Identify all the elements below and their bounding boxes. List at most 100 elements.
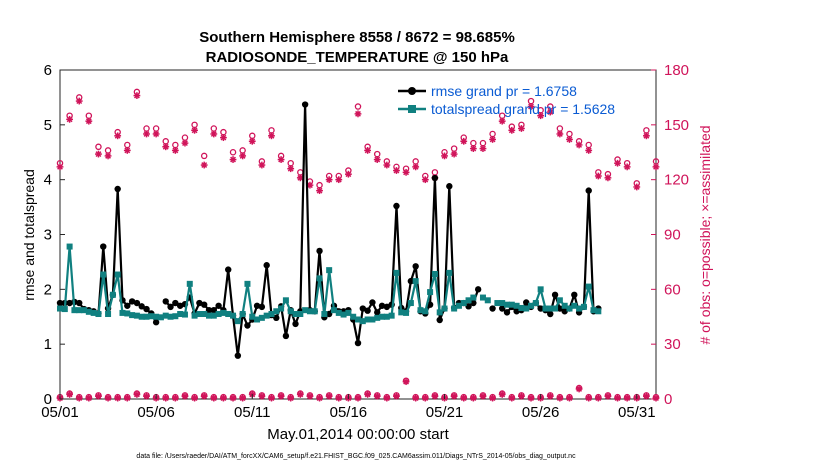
totalspread-point [258, 314, 265, 321]
obs-assimilated-marker [614, 160, 621, 167]
totalspread-point [427, 289, 434, 296]
rmse-point [210, 306, 218, 314]
obs-assimilated-marker [220, 134, 227, 141]
series-marks [56, 101, 602, 359]
totalspread-point [148, 313, 155, 320]
obs-assimilated-marker [508, 127, 515, 134]
totalspread-point [220, 309, 227, 316]
obs-assimilated-marker [162, 143, 169, 150]
rmse-point [253, 302, 261, 309]
obs-rejected-assimilated-marker [66, 391, 73, 398]
totalspread-point [181, 311, 188, 318]
obs-rejected-assimilated-marker [114, 395, 121, 402]
rmse-point [547, 310, 554, 318]
rmse-point [431, 174, 439, 182]
obs-rejected-assimilated-marker [143, 393, 150, 400]
rmse-point [503, 309, 511, 316]
totalspread-point [345, 309, 352, 316]
totalspread-point [316, 275, 323, 282]
totalspread-point [263, 312, 270, 319]
rmse-point [258, 303, 266, 311]
totalspread-point [201, 311, 208, 318]
obs-assimilated-marker [460, 138, 467, 145]
obs-assimilated-marker [537, 112, 544, 119]
obs-rejected-assimilated-marker [547, 393, 554, 400]
totalspread-point [455, 302, 462, 309]
obs-rejected-assimilated-marker [499, 391, 506, 398]
totalspread-point [81, 307, 88, 314]
obs-count-marks [56, 88, 660, 402]
totalspread-point [407, 300, 414, 307]
rmse-point [325, 310, 333, 318]
totalspread-point [393, 269, 400, 276]
totalspread-point [556, 297, 563, 304]
totalspread-point [215, 311, 222, 318]
totalspread-point [138, 313, 145, 320]
rmse-point [143, 305, 150, 313]
rmse-point [124, 302, 131, 309]
rmse-point [374, 309, 381, 316]
chart-title: Southern Hemisphere 8558 / 8672 = 98.685… [199, 29, 515, 46]
totalspread-point [499, 300, 506, 307]
obs-rejected-assimilated-marker [403, 378, 409, 385]
obs-rejected-assimilated-marker [470, 395, 477, 402]
totalspread-point [547, 305, 554, 312]
totalspread-point [350, 313, 357, 320]
obs-rejected-assimilated-marker [643, 393, 650, 400]
totalspread-point [479, 294, 486, 301]
rmse-point [465, 303, 472, 310]
obs-possible-marker [249, 132, 256, 140]
obs-assimilated-marker [326, 176, 333, 183]
totalspread-point [379, 313, 386, 320]
rmse-point [152, 319, 160, 326]
totalspread-point [254, 316, 261, 323]
obs-possible-marker [229, 148, 237, 156]
obs-possible-marker [210, 125, 218, 132]
totalspread-point [230, 312, 237, 319]
totalspread-point [61, 306, 68, 313]
totalspread-point [268, 311, 275, 318]
obs-rejected-assimilated-marker [412, 395, 419, 402]
totalspread-point [297, 311, 304, 318]
x-tick-label: 05/21 [426, 404, 464, 421]
totalspread-point [585, 283, 592, 290]
obs-rejected-assimilated-marker [191, 395, 198, 402]
obs-rejected-assimilated-marker [105, 395, 111, 402]
y2-tick-label: 0 [664, 391, 672, 408]
obs-assimilated-marker [114, 132, 121, 139]
obs-possible-marker [95, 143, 102, 151]
rmse-point [412, 263, 419, 270]
totalspread-point [95, 311, 102, 318]
totalspread-point [595, 308, 602, 315]
obs-possible-marker [152, 125, 160, 132]
obs-rejected-assimilated-marker [297, 391, 304, 398]
obs-assimilated-marker [633, 184, 640, 190]
obs-assimilated-marker [85, 118, 92, 125]
obs-assimilated-marker [57, 163, 63, 170]
obs-rejected-assimilated-marker [85, 395, 92, 402]
totalspread-point [446, 269, 453, 276]
totalspread-point [335, 309, 342, 316]
obs-rejected-assimilated-marker [422, 395, 429, 402]
obs-rejected-assimilated-marker [326, 393, 333, 400]
totalspread-point [451, 305, 458, 312]
totalspread-point [282, 297, 289, 304]
totalspread-point [234, 318, 241, 325]
y2-axis-label: # of obs: o=possible; ×=assimilated [697, 125, 713, 344]
obs-assimilated-marker [316, 187, 323, 194]
totalspread-point [576, 305, 583, 312]
obs-assimilated-marker [374, 156, 381, 163]
y-tick-label: 2 [44, 281, 52, 298]
obs-assimilated-marker [451, 151, 458, 158]
totalspread-point [302, 307, 309, 314]
y2-tick-label: 180 [664, 62, 689, 79]
obs-assimilated-marker [441, 152, 448, 159]
totalspread-point [566, 305, 573, 312]
obs-possible-marker [489, 130, 496, 138]
obs-possible-marker [85, 112, 93, 119]
rmse-point [162, 298, 169, 305]
totalspread-point [153, 313, 160, 320]
totalspread-point [398, 309, 405, 316]
obs-possible-marker [181, 134, 189, 141]
obs-assimilated-marker [182, 140, 188, 147]
